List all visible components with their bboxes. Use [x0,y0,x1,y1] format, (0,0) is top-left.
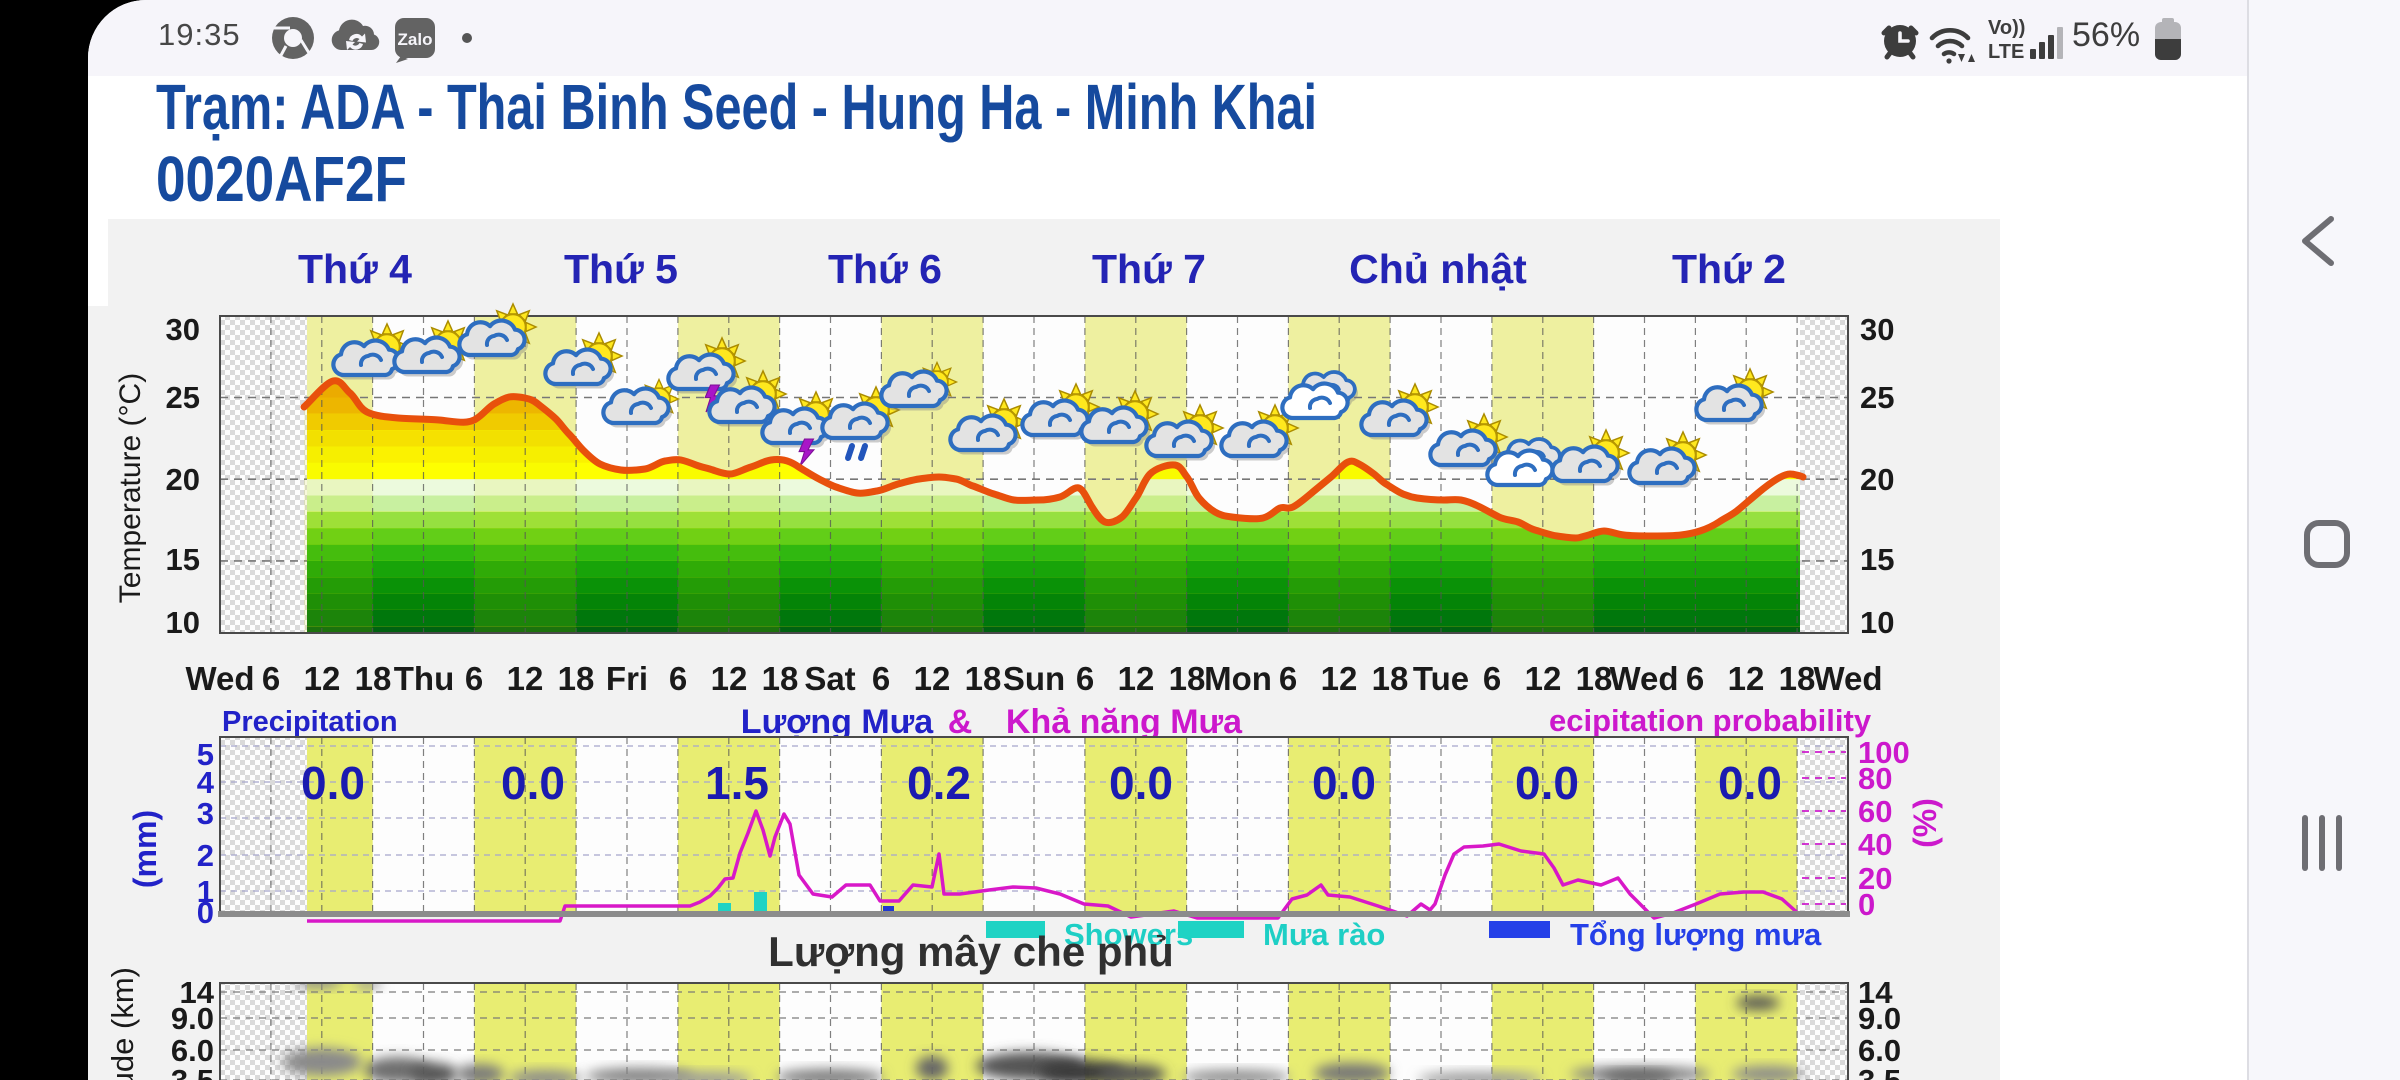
svg-text:6.0: 6.0 [171,1033,214,1068]
svg-text:20: 20 [166,462,200,497]
svg-text:12: 12 [1118,660,1155,697]
svg-text:6: 6 [1279,660,1297,697]
svg-text:0.0: 0.0 [1515,757,1579,809]
svg-text:0: 0 [1858,887,1875,922]
svg-text:12: 12 [304,660,341,697]
svg-text:Showers: Showers [1064,917,1193,952]
svg-text:Temperature (°C): Temperature (°C) [114,373,147,603]
svg-text:18: 18 [1576,660,1613,697]
svg-text:18: 18 [1372,660,1409,697]
svg-text:100: 100 [1858,735,1910,770]
svg-text:12: 12 [1728,660,1765,697]
svg-text:18: 18 [762,660,799,697]
svg-text:Tổng lượng mưa: Tổng lượng mưa [1570,917,1822,952]
svg-text:3: 3 [197,796,214,831]
svg-text:4: 4 [197,765,215,800]
svg-text:12: 12 [914,660,951,697]
svg-text:6: 6 [669,660,687,697]
svg-text:20: 20 [1858,861,1892,896]
svg-text:18: 18 [1779,660,1816,697]
svg-text:Sun: Sun [1003,660,1065,697]
svg-text:Vo)): Vo)) [1988,17,2025,39]
svg-text:Khả năng Mưa: Khả năng Mưa [1006,703,1243,741]
svg-text:Wed: Wed [185,660,254,697]
svg-text:6.0: 6.0 [1858,1033,1901,1068]
svg-text:15: 15 [1860,542,1894,577]
svg-text:0.0: 0.0 [1718,757,1782,809]
svg-text:Thứ 7: Thứ 7 [1092,246,1206,292]
svg-text:Sat: Sat [804,660,855,697]
svg-text:10: 10 [166,605,200,640]
svg-text:18: 18 [1169,660,1206,697]
svg-text:Mon: Mon [1204,660,1272,697]
svg-text:18: 18 [965,660,1002,697]
svg-text:6: 6 [262,660,280,697]
svg-text:30: 30 [1860,312,1894,347]
svg-text:5: 5 [197,737,214,772]
svg-text:Thứ 2: Thứ 2 [1672,246,1786,292]
svg-text:(mm): (mm) [127,810,163,888]
svg-text:ecipitation probability: ecipitation probability [1549,703,1872,738]
svg-text:20: 20 [1860,462,1894,497]
svg-text:18: 18 [558,660,595,697]
svg-text:12: 12 [1525,660,1562,697]
svg-text:18: 18 [355,660,392,697]
svg-text:1.5: 1.5 [705,757,769,809]
svg-text:Chủ nhật: Chủ nhật [1349,246,1527,292]
svg-text:12: 12 [1321,660,1358,697]
svg-text:Precipitation: Precipitation [222,706,398,738]
svg-text:0.0: 0.0 [501,757,565,809]
svg-text:Thu: Thu [394,660,454,697]
svg-text:6: 6 [1076,660,1094,697]
svg-text:&: & [948,703,973,741]
svg-text:9.0: 9.0 [171,1001,214,1036]
svg-text:Lượng mây che phủ: Lượng mây che phủ [768,928,1174,975]
svg-text:12: 12 [507,660,544,697]
svg-text:9.0: 9.0 [1858,1001,1901,1036]
svg-text:Zalo: Zalo [398,30,433,49]
svg-text:Lượng Mưa: Lượng Mưa [741,703,934,741]
svg-text:LTE: LTE [1988,41,2024,63]
svg-text:25: 25 [1860,380,1894,415]
svg-text:60: 60 [1858,794,1892,829]
svg-text:Wed: Wed [1609,660,1678,697]
svg-text:10: 10 [1860,605,1894,640]
svg-text:40: 40 [1858,827,1892,862]
svg-text:0: 0 [197,895,214,930]
svg-text:0.0: 0.0 [301,757,365,809]
svg-text:Wed: Wed [1813,660,1882,697]
svg-text:Thứ 5: Thứ 5 [564,246,678,292]
svg-text:6: 6 [465,660,483,697]
svg-text:2: 2 [197,838,214,873]
svg-text:3.5: 3.5 [171,1063,214,1080]
svg-text:(%): (%) [1907,798,1943,848]
svg-text:15: 15 [166,542,200,577]
svg-text:6: 6 [872,660,890,697]
svg-text:6: 6 [1483,660,1501,697]
svg-text:Thứ 4: Thứ 4 [298,246,412,292]
svg-text:1: 1 [197,874,214,909]
svg-text:3.5: 3.5 [1858,1063,1901,1080]
svg-text:Fri: Fri [606,660,648,697]
svg-text:0.0: 0.0 [1312,757,1376,809]
svg-text:0.0: 0.0 [1109,757,1173,809]
svg-text:30: 30 [166,312,200,347]
svg-text:14: 14 [180,975,215,1010]
svg-text:Mưa rào: Mưa rào [1263,917,1385,952]
svg-text:12: 12 [711,660,748,697]
svg-text:0.2: 0.2 [907,757,971,809]
svg-text:80: 80 [1858,761,1892,796]
svg-text:6: 6 [1686,660,1704,697]
svg-text:25: 25 [166,380,200,415]
svg-text:Altitude (km): Altitude (km) [105,967,140,1080]
svg-text:14: 14 [1858,975,1893,1010]
svg-text:Thứ 6: Thứ 6 [828,246,942,292]
svg-text:Tue: Tue [1413,660,1469,697]
